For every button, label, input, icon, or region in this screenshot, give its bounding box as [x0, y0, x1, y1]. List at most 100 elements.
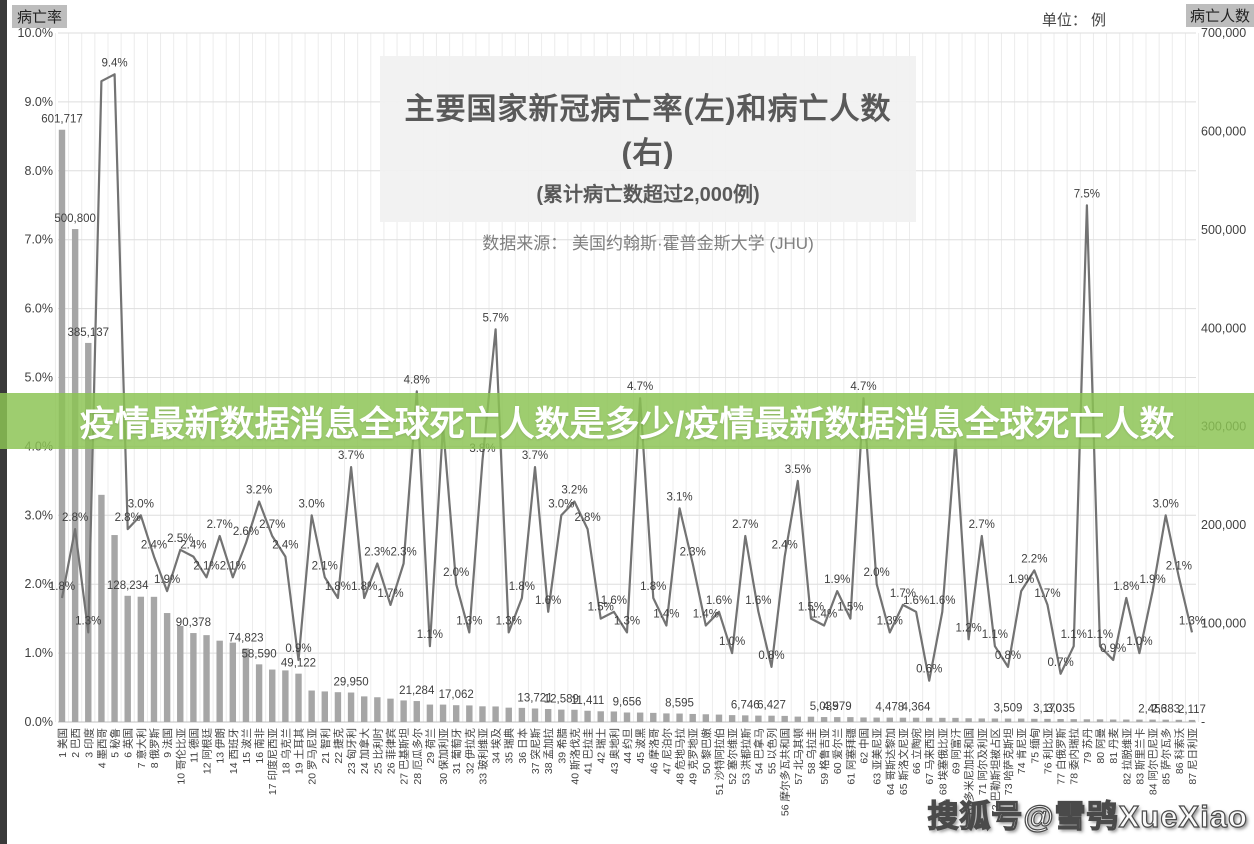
- cfr-value-label: 1.6%: [601, 595, 627, 607]
- x-axis-country-label: 70 多米尼加共和国: [963, 728, 976, 816]
- deaths-bar: [636, 712, 644, 722]
- deaths-bar: [1175, 719, 1183, 722]
- x-axis-country-label: 36 日本: [516, 728, 529, 764]
- x-axis-country-label: 69 阿富汗: [949, 728, 962, 775]
- cfr-value-label: 9.4%: [101, 57, 127, 69]
- deaths-bar: [374, 697, 381, 722]
- cfr-value-label: 0.7%: [1047, 657, 1073, 669]
- right-axis-tick: 600,000: [1201, 124, 1246, 138]
- deaths-bar: [847, 717, 854, 722]
- deaths-value-label: 5,035: [810, 701, 839, 713]
- deaths-bar: [886, 717, 893, 722]
- x-axis-country-label: 20 罗马尼亚: [307, 728, 319, 785]
- deaths-bar: [269, 669, 276, 722]
- cfr-value-label: 1.9%: [1139, 574, 1165, 586]
- cfr-value-label: 0.6%: [916, 664, 942, 676]
- x-axis-country-label: 39 希腊: [555, 728, 568, 764]
- cfr-value-label: 1.7%: [1034, 588, 1060, 600]
- deaths-bar: [413, 701, 420, 722]
- cfr-value-label: 3.7%: [338, 450, 364, 462]
- x-axis-country-label: 1 美国: [56, 728, 69, 758]
- x-axis-country-label: 11 德国: [187, 728, 200, 763]
- x-axis-country-label: 3 印度: [82, 728, 95, 758]
- cfr-value-label: 1.4%: [811, 609, 837, 621]
- cfr-value-label: 1.6%: [745, 595, 771, 607]
- deaths-bar: [663, 713, 670, 722]
- deaths-bar: [939, 717, 946, 722]
- deaths-value-label: 90,378: [176, 617, 211, 629]
- cfr-value-label: 2.8%: [115, 512, 141, 524]
- x-axis-country-label: 48 危地马拉: [674, 728, 687, 785]
- deaths-bar: [834, 717, 841, 722]
- x-axis-country-label: 6 英国: [122, 728, 135, 758]
- data-source-note: 数据来源： 美国约翰斯·霍普金斯大学 (JHU): [482, 234, 814, 253]
- x-axis-country-label: 77 白俄罗斯: [1055, 728, 1068, 785]
- deaths-bar: [308, 690, 315, 722]
- deaths-value-label: 8,595: [665, 698, 694, 710]
- x-axis-country-label: 4 墨西哥: [96, 728, 108, 768]
- deaths-bar: [571, 709, 578, 722]
- cfr-value-label: 1.3%: [1179, 615, 1205, 627]
- deaths-bar: [597, 711, 604, 722]
- x-axis-country-label: 54 巴拿马: [752, 728, 765, 774]
- x-axis-country-label: 34 埃及: [490, 728, 503, 764]
- cfr-value-label: 1.3%: [877, 615, 903, 627]
- deaths-bar: [466, 705, 473, 722]
- x-axis-country-label: 68 埃塞俄比亚: [936, 728, 949, 796]
- deaths-bar: [978, 718, 985, 722]
- deaths-bar: [544, 708, 552, 722]
- x-axis-country-label: 42 瑞士: [595, 728, 608, 764]
- x-axis-country-label: 38 孟加拉: [542, 728, 555, 775]
- left-axis-tick: 0.0%: [25, 715, 54, 729]
- x-axis-country-label: 33 玻利维亚: [476, 728, 489, 785]
- x-axis-country-label: 75 缅甸: [1028, 728, 1041, 764]
- cfr-value-label: 1.3%: [75, 615, 101, 627]
- deaths-bar: [505, 707, 512, 722]
- cfr-value-label: 1.5%: [837, 602, 863, 614]
- cfr-value-label: 5.7%: [482, 312, 508, 324]
- x-axis-country-label: 23 匈牙利: [345, 728, 358, 774]
- deaths-value-label: 500,800: [54, 213, 96, 225]
- cfr-value-label: 1.4%: [653, 609, 679, 621]
- deaths-bar: [807, 716, 815, 722]
- deaths-value-label: 385,137: [67, 327, 109, 339]
- cfr-value-label: 3.5%: [785, 464, 811, 476]
- right-axis-tick: 500,000: [1201, 223, 1246, 237]
- deaths-bar: [216, 640, 223, 722]
- left-axis-tick: 3.0%: [25, 508, 54, 522]
- x-axis-country-label: 22 捷克: [332, 728, 345, 764]
- x-axis-country-label: 57 北马其顿: [792, 728, 805, 785]
- cfr-value-label: 2.2%: [1021, 553, 1047, 565]
- cfr-value-label: 2.5%: [167, 533, 193, 545]
- cfr-value-label: 1.1%: [982, 629, 1008, 641]
- x-axis-country-label: 29 荷兰: [424, 728, 437, 764]
- cfr-value-label: 2.4%: [772, 540, 798, 552]
- deaths-bar: [558, 709, 565, 722]
- cfr-value-label: 1.0%: [719, 636, 745, 648]
- cfr-value-label: 3.7%: [522, 450, 548, 462]
- deaths-bar: [1136, 719, 1143, 722]
- deaths-value-label: 4,979: [823, 701, 852, 713]
- cfr-value-label: 1.3%: [456, 615, 482, 627]
- x-axis-country-label: 73 哈萨克斯坦: [1002, 728, 1015, 796]
- x-axis-country-label: 52 塞尔维亚: [726, 728, 739, 785]
- watermark-text: 搜狐号@雪鸮XueXiao: [927, 798, 1248, 834]
- cfr-value-label: 1.8%: [49, 581, 75, 593]
- x-axis-country-label: 46 摩洛哥: [647, 728, 660, 774]
- right-axis-tick: 200,000: [1201, 518, 1246, 532]
- x-axis-country-label: 19 土耳其: [293, 728, 306, 774]
- cfr-value-label: 1.8%: [509, 581, 535, 593]
- chart-subtitle: (累计病亡数超过2,000例): [536, 184, 760, 206]
- deaths-value-label: 3,170: [1033, 703, 1062, 715]
- x-axis-country-label: 56 摩尔多瓦共和国: [779, 728, 792, 816]
- x-axis-country-label: 25 比利时: [371, 728, 384, 775]
- x-axis-country-label: 49 克罗地亚: [687, 728, 700, 785]
- deaths-bar: [991, 718, 999, 722]
- x-axis-country-label: 35 瑞典: [503, 728, 516, 764]
- cfr-value-label: 0.9%: [285, 643, 311, 655]
- x-axis-country-label: 16 南非: [253, 728, 266, 764]
- cfr-value-label: 1.9%: [154, 574, 180, 586]
- deaths-bar: [426, 704, 434, 722]
- cfr-value-label: 4.7%: [627, 381, 653, 393]
